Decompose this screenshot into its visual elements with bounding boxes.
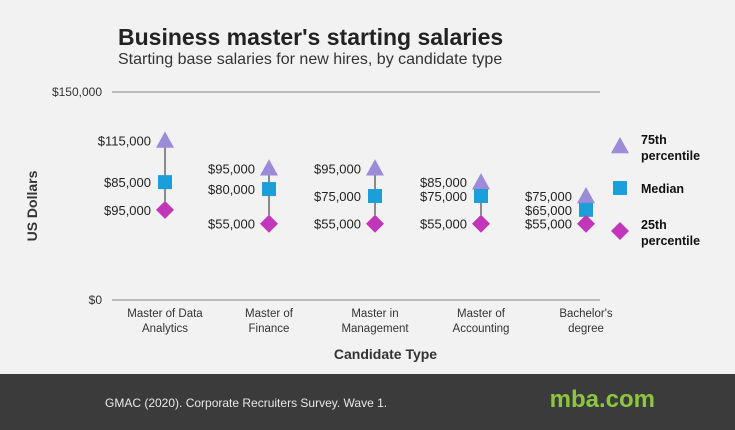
x-tick-label: Analytics — [142, 323, 188, 335]
x-tick-label: Bachelor's — [559, 308, 613, 320]
data-label: $95,000 — [104, 203, 151, 218]
data-label: $115,000 — [98, 134, 151, 149]
x-axis-label: Candidate Type — [334, 346, 437, 362]
data-point — [472, 173, 490, 190]
legend-marker — [611, 222, 629, 240]
y-axis-label: US Dollars — [24, 170, 40, 241]
x-tick-label: Master of — [245, 308, 294, 320]
data-label: $75,000 — [314, 189, 361, 204]
legend-label: Median — [641, 182, 684, 196]
data-point — [158, 175, 172, 190]
data-label: $75,000 — [420, 189, 467, 204]
x-tick-label: Master of Data — [127, 308, 203, 320]
legend-label: 25th — [641, 218, 667, 232]
data-point — [579, 202, 593, 217]
data-point — [260, 214, 278, 233]
footer-bar: GMAC (2020). Corporate Recruiters Survey… — [0, 374, 735, 430]
data-point — [156, 200, 174, 219]
x-tick-label: Management — [341, 323, 409, 335]
data-point — [260, 159, 278, 176]
data-label: $75,000 — [525, 189, 572, 204]
data-point — [156, 131, 174, 148]
y-tick-label: $150,000 — [52, 85, 102, 99]
data-point — [366, 159, 384, 176]
chart-subtitle: Starting base salaries for new hires, by… — [118, 51, 503, 68]
data-label: $55,000 — [314, 217, 361, 232]
data-point — [368, 189, 382, 203]
legend-marker — [611, 137, 629, 154]
data-point — [474, 189, 488, 203]
legend-label: percentile — [641, 234, 700, 248]
source-citation: GMAC (2020). Corporate Recruiters Survey… — [105, 396, 388, 410]
data-label: $95,000 — [208, 161, 255, 176]
x-tick-label: degree — [568, 323, 604, 335]
data-point — [577, 214, 595, 233]
data-label: $95,000 — [314, 161, 361, 176]
data-label: $55,000 — [420, 217, 467, 232]
x-tick-label: Master in — [351, 308, 398, 320]
data-point — [577, 187, 595, 204]
x-tick-label: Master of — [457, 308, 506, 320]
x-tick-label: Accounting — [453, 323, 510, 335]
data-label: $85,000 — [420, 175, 467, 190]
salary-chart: $0 $150,000 US Dollars Candidate Type Master… — [24, 85, 700, 362]
chart-title: Business master's starting salaries — [118, 24, 504, 50]
data-point — [366, 214, 384, 233]
data-point — [262, 182, 276, 197]
legend-label: percentile — [641, 149, 700, 163]
y-tick-label: $0 — [89, 293, 103, 307]
legend-marker — [613, 181, 627, 195]
data-label: $85,000 — [104, 175, 151, 190]
brand-logo: mba.com — [549, 386, 655, 413]
data-label: $55,000 — [525, 217, 572, 232]
data-label: $65,000 — [525, 203, 572, 218]
legend-label: 75th — [641, 133, 667, 147]
x-tick-label: Finance — [249, 323, 290, 335]
data-label: $80,000 — [208, 182, 255, 197]
data-label: $55,000 — [208, 217, 255, 232]
data-point — [472, 214, 490, 233]
